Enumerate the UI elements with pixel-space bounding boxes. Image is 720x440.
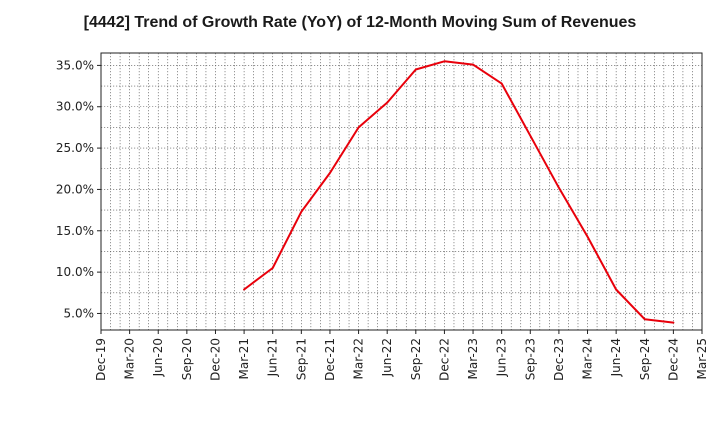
y-tick-label: 25.0%	[56, 141, 94, 155]
axis-labels: 5.0% 10.0% 15.0% 20.0% 25.0% 30.0% 35.0% Dec-19…	[56, 58, 709, 380]
x-tick-label: Mar-20	[123, 338, 137, 379]
y-tick-label: 15.0%	[56, 224, 94, 238]
x-tick-label: Sep-23	[523, 338, 537, 380]
series-layer	[243, 60, 675, 324]
chart-title: [4442] Trend of Growth Rate (YoY) of 12-…	[83, 14, 637, 31]
x-tick-label: Dec-24	[666, 338, 680, 381]
grid	[101, 53, 702, 330]
x-tick-label: Dec-20	[208, 338, 222, 381]
y-tick-label: 20.0%	[56, 182, 94, 196]
x-tick-label: Mar-24	[581, 338, 595, 379]
x-tick-label: Sep-21	[294, 338, 308, 380]
x-tick-label: Jun-20	[151, 338, 165, 377]
x-tick-label: Jun-24	[609, 338, 623, 377]
plot-frame	[100, 52, 703, 331]
y-tick-label: 30.0%	[56, 100, 94, 114]
x-tick-label: Jun-22	[380, 338, 394, 377]
y-tick-label: 10.0%	[56, 265, 94, 279]
x-tick-label: Sep-24	[638, 338, 652, 380]
x-tick-label: Dec-19	[94, 338, 108, 381]
x-tick-label: Jun-23	[495, 338, 509, 377]
x-tick-label: Dec-21	[323, 338, 337, 381]
y-tick-label: 35.0%	[56, 58, 94, 72]
x-tick-label: Sep-22	[409, 338, 423, 380]
x-tick-label: Mar-25	[695, 338, 709, 379]
x-tick-label: Mar-22	[352, 338, 366, 379]
series-line	[243, 60, 675, 324]
x-tick-label: Mar-23	[466, 338, 480, 379]
x-tick-label: Dec-22	[437, 338, 451, 381]
x-tick-label: Dec-23	[552, 338, 566, 381]
x-tick-label: Mar-21	[237, 338, 251, 379]
x-tick-label: Jun-21	[266, 338, 280, 377]
x-tick-label: Sep-20	[180, 338, 194, 380]
y-tick-label: 5.0%	[64, 306, 95, 320]
